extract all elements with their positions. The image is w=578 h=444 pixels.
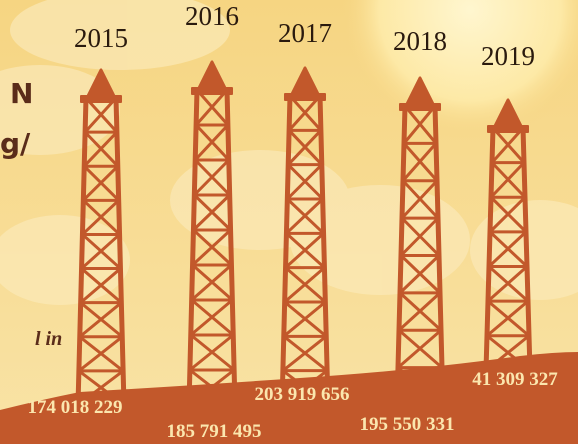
value-label: 195 550 331: [360, 414, 455, 435]
value-label: 203 919 656: [255, 384, 350, 405]
value-label: 185 791 495: [167, 421, 262, 442]
infographic: N g/ l in 2015 174 018 229 2016 185 791 495…: [0, 0, 578, 444]
cropped-heading: N: [10, 77, 33, 110]
year-label: 2016: [185, 1, 239, 31]
value-label: 174 018 229: [28, 397, 123, 418]
cropped-heading: g/: [0, 127, 31, 160]
year-label: 2019: [481, 41, 535, 71]
cropped-note: l in: [35, 328, 62, 350]
value-label: 41 309 327: [472, 369, 558, 390]
year-label: 2017: [278, 18, 332, 48]
year-label: 2018: [393, 26, 447, 56]
year-label: 2015: [74, 23, 128, 53]
